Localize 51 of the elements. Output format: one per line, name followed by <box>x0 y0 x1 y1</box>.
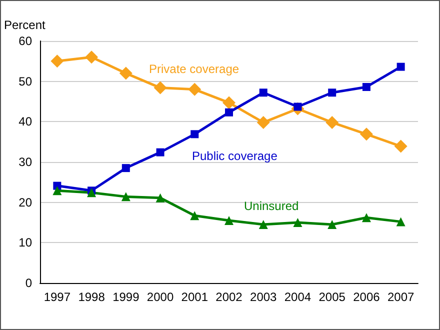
point <box>362 213 371 222</box>
point <box>119 66 132 80</box>
x-tick-label: 2001 <box>181 290 208 304</box>
y-tick-label: 60 <box>18 34 32 48</box>
y-tick-label: 40 <box>18 114 32 129</box>
point <box>293 218 302 227</box>
point <box>394 140 408 153</box>
y-tick-label: 20 <box>18 195 32 210</box>
y-axis-title: Percent <box>4 18 46 32</box>
x-tick-label: 2000 <box>146 290 174 304</box>
x-tick-label: 2004 <box>284 290 312 304</box>
point <box>188 82 202 96</box>
point <box>328 88 336 97</box>
point <box>156 148 164 156</box>
point <box>258 220 268 230</box>
x-tick-label: 2006 <box>353 290 380 304</box>
point <box>328 220 337 230</box>
x-tick-label: 2002 <box>216 290 243 304</box>
point <box>362 82 370 91</box>
point <box>326 116 339 129</box>
point <box>121 192 130 202</box>
x-tick-label: 2007 <box>387 290 414 304</box>
y-tick-label: 10 <box>18 236 32 250</box>
point <box>85 50 98 64</box>
series-label: Uninsured <box>244 199 299 213</box>
point <box>52 186 62 196</box>
point <box>360 128 373 141</box>
point <box>122 164 130 172</box>
point <box>87 188 96 198</box>
x-tick-label: 1997 <box>44 290 71 304</box>
y-tick-label: 0 <box>25 276 32 290</box>
series-label: Public coverage <box>192 149 278 163</box>
x-tick-label: 1999 <box>112 290 140 304</box>
point <box>259 88 268 97</box>
point <box>190 130 199 138</box>
point <box>50 54 64 68</box>
y-tick-label: 50 <box>18 74 32 88</box>
point <box>156 193 165 202</box>
point <box>256 116 270 129</box>
point <box>224 216 234 225</box>
y-tick-label: 30 <box>18 155 32 169</box>
point <box>190 211 200 220</box>
x-tick-label: 2005 <box>318 290 346 304</box>
point <box>396 62 405 71</box>
point <box>225 108 233 116</box>
x-tick-label: 2003 <box>250 290 278 304</box>
series-label: Private coverage <box>149 62 240 76</box>
x-tick-label: 1998 <box>78 290 106 304</box>
point <box>154 81 167 94</box>
point <box>222 96 236 110</box>
point <box>396 217 406 226</box>
